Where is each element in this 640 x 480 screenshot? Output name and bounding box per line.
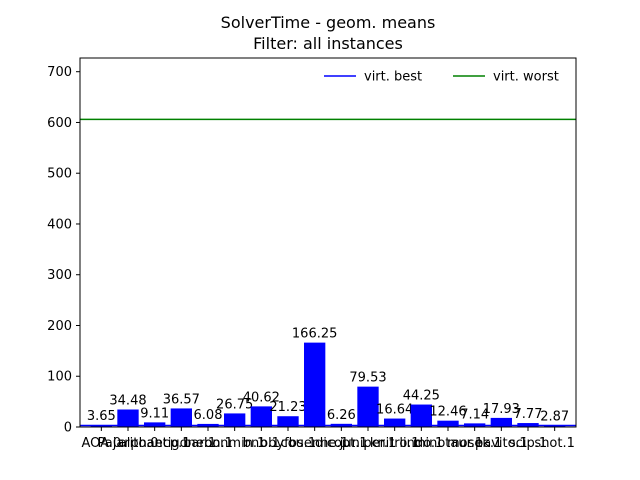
bar-value-label: 16.64 xyxy=(376,403,413,418)
y-axis: 0 100 200 300 400 500 600 700 xyxy=(47,65,80,436)
bar xyxy=(224,413,246,427)
x-axis: AOA.0Pajarito.0alphaecp.1antigone.1baron… xyxy=(81,427,575,451)
bar-value-label: 21.23 xyxy=(269,400,306,415)
x-tick-label: bbyfbs.1 xyxy=(260,436,316,451)
x-tick-label: dicopt.1 xyxy=(315,436,368,451)
bar-value-label: 3.65 xyxy=(87,409,116,424)
x-tick-label: shot.1 xyxy=(534,436,574,451)
bar-value-label: 6.08 xyxy=(194,408,223,423)
bar xyxy=(357,386,379,427)
bar-value-label: 6.26 xyxy=(327,408,356,423)
bar-value-label: 17.93 xyxy=(483,402,520,417)
x-tick-label: AOA.0 xyxy=(81,436,121,451)
reference-lines xyxy=(80,118,576,427)
y-tick-label: 500 xyxy=(47,167,72,182)
y-tick-label: 100 xyxy=(47,370,72,385)
bar-value-label: 44.25 xyxy=(403,389,440,404)
legend-label: virt. worst xyxy=(493,70,559,85)
x-tick-label: juniper.1 xyxy=(339,436,397,451)
bar xyxy=(170,408,192,427)
x-tick-label: lindo.1 xyxy=(399,436,443,451)
bar-value-label: 2.87 xyxy=(540,410,569,425)
legend-label: virt. best xyxy=(364,70,422,85)
x-tick-label: couenne.1 xyxy=(281,436,349,451)
bar-value-label: 34.48 xyxy=(109,393,146,408)
bar-value-label: 26.75 xyxy=(216,397,253,412)
bar xyxy=(490,417,512,427)
x-tick-label: Pajarito.0 xyxy=(98,436,159,451)
x-tick-label: scip.1 xyxy=(509,436,547,451)
bar xyxy=(437,420,459,427)
bar-value-label: 9.11 xyxy=(140,406,169,421)
x-tick-label: alphaecp.1 xyxy=(119,436,191,451)
y-tick-label: 400 xyxy=(47,217,72,232)
bar xyxy=(410,404,432,427)
x-tick-label: bnb.1 xyxy=(243,436,280,451)
bar xyxy=(144,422,166,427)
x-tick-label: mosek.1 xyxy=(447,436,502,451)
plot-frame xyxy=(79,57,577,428)
bar xyxy=(250,406,272,427)
bar xyxy=(304,342,326,427)
bar-value-label: 166.25 xyxy=(292,327,338,342)
y-tick-label: 300 xyxy=(47,268,72,283)
legend: virt. best virt. worst xyxy=(324,70,559,85)
x-tick-label: pavito.1 xyxy=(475,436,528,451)
x-tick-label: minotaur.1 xyxy=(413,436,483,451)
y-tick-label: 0 xyxy=(64,421,72,436)
y-tick-label: 600 xyxy=(47,116,72,131)
bar-value-label: 36.57 xyxy=(163,392,200,407)
bar-value-label: 7.14 xyxy=(460,407,489,422)
x-tick-label: knitro.1 xyxy=(370,436,420,451)
y-tick-label: 700 xyxy=(47,65,72,80)
bar-value-label: 79.53 xyxy=(349,371,386,386)
bar xyxy=(117,409,139,427)
bar-value-label: 12.46 xyxy=(429,405,466,420)
bar xyxy=(384,418,406,427)
bar xyxy=(277,416,299,427)
x-tick-label: baron.1 xyxy=(183,436,233,451)
bar-value-label: 40.62 xyxy=(243,390,280,405)
x-tick-label: antigone.1 xyxy=(146,436,216,451)
x-tick-label: bonmin.1 xyxy=(204,436,265,451)
bar-value-label: 7.77 xyxy=(514,407,543,422)
chart-subtitle: Filter: all instances xyxy=(253,34,403,53)
y-tick-label: 200 xyxy=(47,319,72,334)
chart-title: SolverTime - geom. means xyxy=(221,13,436,32)
